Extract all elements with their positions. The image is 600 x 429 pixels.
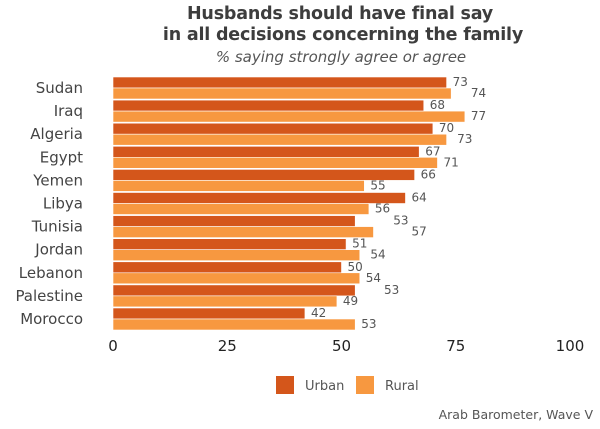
x-tick-label: 50 (332, 337, 351, 355)
legend-swatch-rural (356, 376, 374, 394)
x-tick-label: 25 (218, 337, 237, 355)
bar-urban (112, 215, 356, 227)
bar-rural (112, 87, 452, 100)
data-label-urban: 50 (348, 260, 363, 274)
data-label-rural: 56 (375, 202, 390, 216)
bar-urban (112, 76, 447, 89)
bar-rural (112, 295, 338, 308)
data-label-rural: 49 (343, 294, 358, 308)
x-tick-label: 100 (556, 337, 585, 355)
chart-subtitle: % saying strongly agree or agree (215, 48, 467, 66)
bar-urban (112, 261, 342, 274)
bar-rural (112, 133, 447, 146)
bar-rural (112, 203, 370, 215)
data-label-urban: 64 (411, 191, 426, 205)
data-label-urban: 42 (311, 306, 326, 320)
data-label-urban: 53 (393, 214, 408, 228)
bar-urban (112, 238, 347, 250)
bar-rural (112, 249, 361, 261)
bar-urban (112, 122, 434, 135)
data-label-rural: 54 (366, 271, 381, 285)
data-label-rural: 57 (411, 225, 426, 239)
bar-rural (112, 226, 374, 238)
bar-urban (112, 284, 356, 297)
category-label: Tunisia (31, 218, 83, 236)
data-label-urban: 53 (384, 283, 399, 297)
x-tick-label: 0 (108, 337, 118, 355)
legend-label-rural: Rural (385, 379, 419, 394)
bar-urban (112, 192, 406, 204)
data-label-urban: 51 (352, 237, 367, 251)
category-label: Sudan (36, 79, 83, 97)
x-tick-label: 75 (446, 337, 465, 355)
data-label-urban: 73 (453, 75, 468, 89)
bar-rural (112, 272, 361, 285)
bar-rural (112, 318, 356, 331)
category-label: Lebanon (19, 264, 83, 282)
data-label-rural: 73 (457, 132, 472, 146)
bar-rural (112, 110, 466, 123)
category-label: Egypt (40, 148, 83, 166)
data-label-rural: 71 (443, 155, 458, 169)
data-label-rural: 53 (361, 317, 376, 331)
bar-urban (112, 99, 425, 112)
data-label-rural: 74 (471, 86, 486, 100)
chart-title-line-2: in all decisions concerning the family (162, 25, 524, 45)
data-label-urban: 66 (421, 167, 436, 181)
category-label: Palestine (15, 287, 83, 305)
chart-title-line-1: Husbands should have final say (186, 4, 494, 24)
legend-swatch-urban (276, 376, 294, 394)
category-label: Libya (43, 195, 83, 213)
data-label-urban: 70 (439, 121, 454, 135)
data-label-urban: 67 (425, 144, 440, 158)
bar-urban (112, 146, 420, 158)
legend-label-urban: Urban (305, 379, 344, 394)
data-label-rural: 55 (370, 178, 385, 192)
category-label: Yemen (32, 171, 83, 189)
source-note: Arab Barometer, Wave V (439, 407, 594, 422)
bar-rural (112, 157, 438, 169)
category-label: Algeria (30, 125, 83, 143)
bar-rural (112, 180, 365, 192)
category-label: Jordan (34, 241, 83, 259)
data-label-rural: 77 (471, 109, 486, 123)
data-label-rural: 54 (370, 248, 385, 262)
data-label-urban: 68 (430, 98, 445, 112)
bar-urban (112, 307, 306, 320)
category-label: Iraq (54, 102, 83, 120)
category-label: Morocco (20, 310, 83, 328)
